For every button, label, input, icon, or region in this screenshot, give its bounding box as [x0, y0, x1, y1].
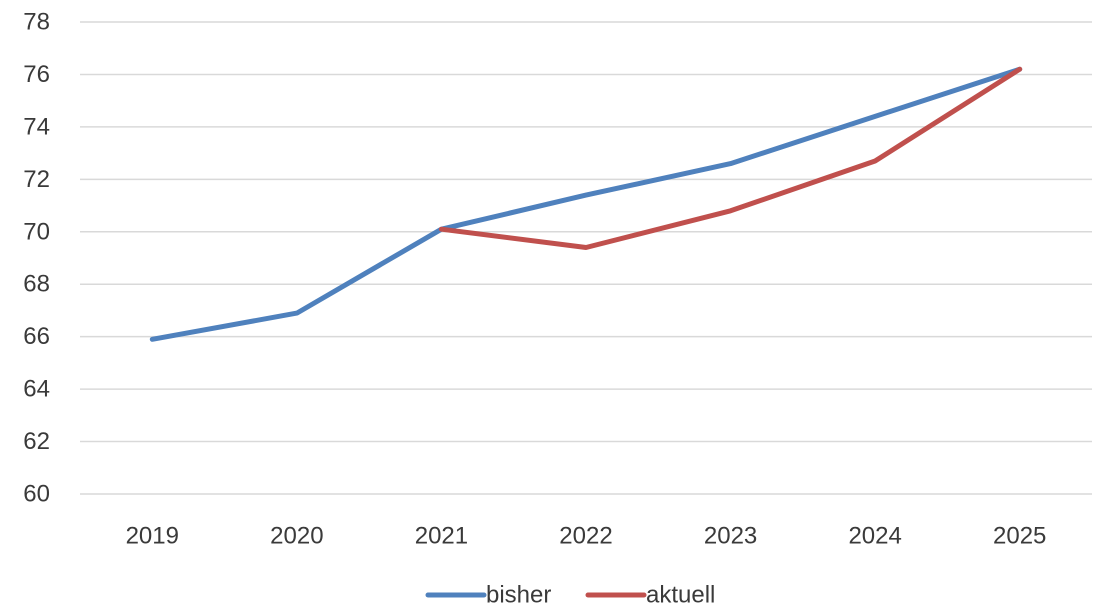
x-tick-label: 2021	[415, 523, 468, 550]
y-tick-label: 64	[23, 376, 50, 403]
y-tick-label: 72	[23, 166, 50, 193]
series-layer	[149, 66, 1023, 342]
legend: bisher aktuell	[425, 582, 715, 608]
x-tick-label: 2024	[848, 523, 901, 550]
x-tick-label: 2023	[704, 523, 757, 550]
y-tick-label: 76	[23, 61, 50, 88]
y-axis-tick-labels: 60 62 64 66 68 70 72 74 76 78	[23, 9, 50, 508]
x-axis-tick-labels: 2019 2020 2021 2022 2023 2024 2025	[126, 523, 1047, 550]
x-tick-label: 2025	[993, 523, 1046, 550]
x-tick-label: 2020	[270, 523, 323, 550]
y-tick-label: 78	[23, 9, 50, 36]
y-tick-label: 60	[23, 481, 50, 508]
legend-label-bisher: bisher	[486, 582, 551, 608]
y-tick-label: 62	[23, 428, 50, 455]
x-tick-label: 2022	[559, 523, 612, 550]
y-tick-label: 74	[23, 113, 50, 140]
series-line-bisher	[149, 66, 1023, 342]
y-tick-label: 70	[23, 218, 50, 245]
legend-label-aktuell: aktuell	[646, 582, 715, 608]
x-tick-label: 2019	[126, 523, 179, 550]
grid-layer	[80, 21, 1092, 495]
y-tick-label: 66	[23, 323, 50, 350]
y-tick-label: 68	[23, 271, 50, 298]
